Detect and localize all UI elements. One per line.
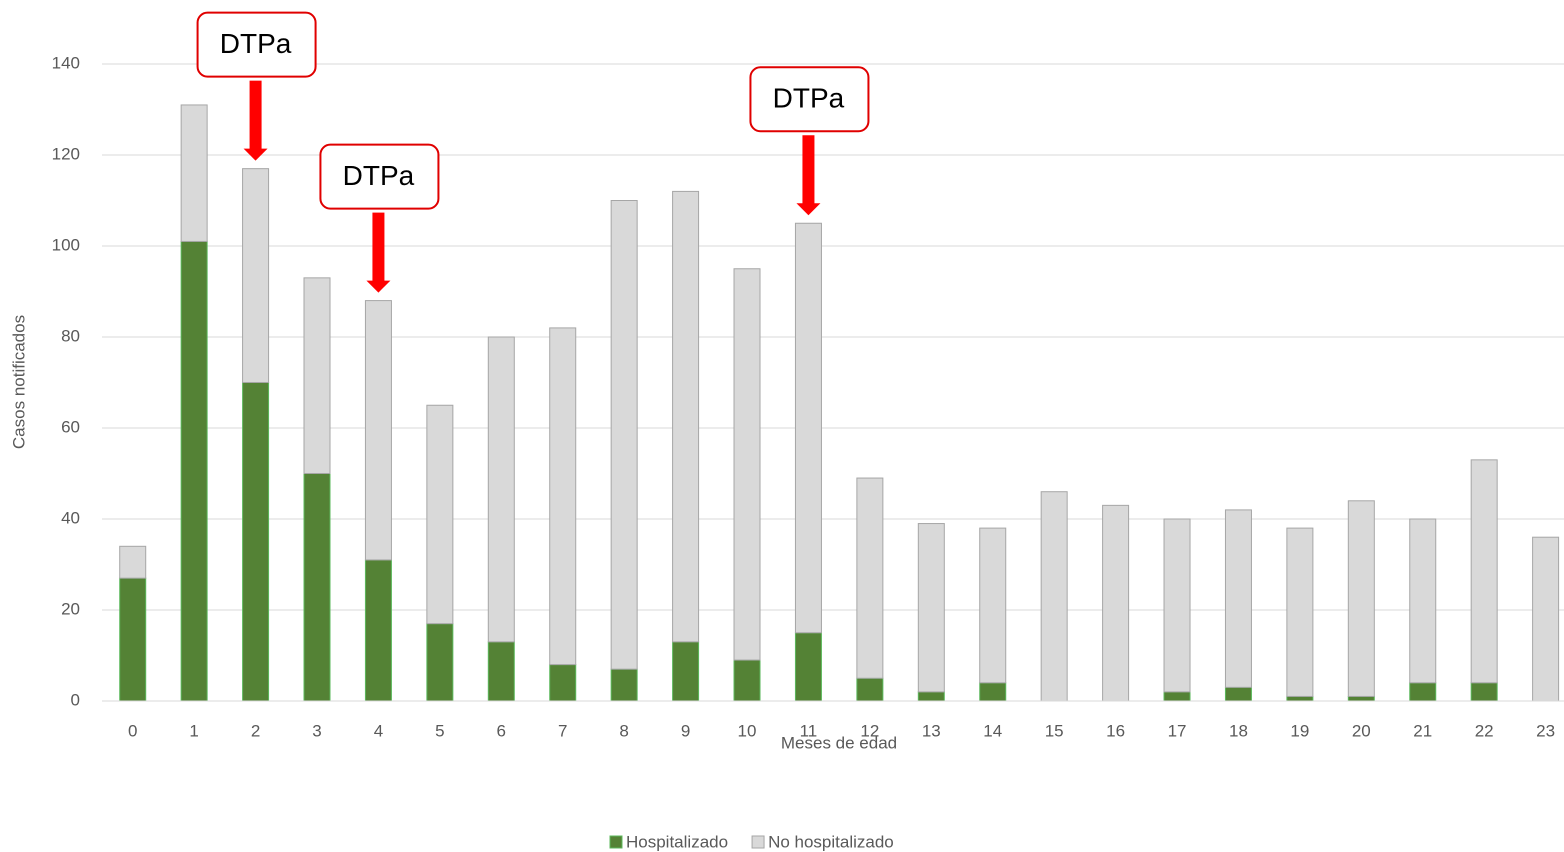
bar-segment xyxy=(610,668,638,702)
bar-segment xyxy=(1470,682,1498,702)
x-tick-label: 9 xyxy=(681,721,690,740)
bar-segment xyxy=(610,200,638,670)
bar-segment xyxy=(426,623,454,702)
x-tick-label: 6 xyxy=(497,721,506,740)
x-tick-label: 19 xyxy=(1290,721,1309,740)
bar-segment xyxy=(1409,518,1437,684)
bar-segment xyxy=(1102,504,1130,702)
y-tick-label: 40 xyxy=(61,508,80,527)
bar-segment xyxy=(1532,536,1560,702)
bar-segment xyxy=(303,277,331,474)
x-tick-label: 10 xyxy=(738,721,757,740)
bar-segment xyxy=(917,691,945,702)
annotation-text: DTPa xyxy=(343,160,415,191)
bar-segment xyxy=(733,268,761,661)
bar-segment xyxy=(979,682,1007,702)
bar-segment xyxy=(794,632,822,702)
x-tick-label: 21 xyxy=(1413,721,1432,740)
y-axis-label: Casos notificados xyxy=(9,315,28,449)
annotation-box xyxy=(749,66,870,133)
x-tick-label: 13 xyxy=(922,721,941,740)
bar-segment xyxy=(1163,518,1191,693)
bar-segment xyxy=(672,190,700,643)
annotation-arrow-head xyxy=(366,280,391,293)
bar-segment xyxy=(487,336,515,643)
bar-segment xyxy=(1224,509,1252,688)
y-tick-label: 120 xyxy=(52,144,80,163)
bar-segment xyxy=(856,477,884,679)
bar-segment xyxy=(917,523,945,693)
bar-segment xyxy=(672,641,700,702)
annotation-arrow-shaft xyxy=(802,135,815,206)
bar-segment xyxy=(180,240,208,702)
x-tick-label: 0 xyxy=(128,721,137,740)
x-tick-label: 15 xyxy=(1045,721,1064,740)
bar-segment xyxy=(426,404,454,625)
x-tick-label: 1 xyxy=(189,721,198,740)
bar-segment xyxy=(979,527,1007,684)
legend-swatch xyxy=(751,835,765,849)
x-tick-label: 12 xyxy=(860,721,879,740)
bar-segment xyxy=(303,473,331,702)
x-tick-label: 20 xyxy=(1352,721,1371,740)
y-tick-label: 60 xyxy=(61,417,80,436)
bar-segment xyxy=(364,559,392,702)
y-tick-label: 80 xyxy=(61,326,80,345)
legend-swatch xyxy=(609,835,623,849)
bar-segment xyxy=(1409,682,1437,702)
bar-segment xyxy=(1224,686,1252,702)
x-tick-label: 17 xyxy=(1168,721,1187,740)
bar-segment xyxy=(1040,491,1068,702)
bar-segment xyxy=(119,577,147,702)
bar-segment xyxy=(364,300,392,561)
bar-segment xyxy=(1163,691,1191,702)
x-axis-label: Meses de edad xyxy=(781,733,897,752)
bar-segment xyxy=(1347,695,1375,702)
bar-segment xyxy=(242,168,270,383)
annotation-box xyxy=(196,11,317,78)
annotation-text: DTPa xyxy=(773,83,845,114)
y-tick-label: 20 xyxy=(61,599,80,618)
bar-segment xyxy=(794,222,822,634)
bar-segment xyxy=(119,545,147,579)
annotation-box xyxy=(319,143,440,210)
bar-segment xyxy=(549,664,577,702)
x-tick-label: 18 xyxy=(1229,721,1248,740)
bar-segment xyxy=(549,327,577,666)
x-tick-label: 2 xyxy=(251,721,260,740)
legend-label: No hospitalizado xyxy=(768,832,894,851)
x-tick-label: 5 xyxy=(435,721,444,740)
x-tick-label: 8 xyxy=(619,721,628,740)
bar-segment xyxy=(1470,459,1498,684)
bar-segment xyxy=(487,641,515,702)
x-tick-label: 4 xyxy=(374,721,383,740)
annotation-arrow-shaft xyxy=(249,80,262,151)
x-tick-label: 7 xyxy=(558,721,567,740)
bar-segment xyxy=(180,104,208,242)
x-tick-label: 11 xyxy=(800,721,818,740)
x-tick-label: 16 xyxy=(1106,721,1125,740)
bar-segment xyxy=(242,382,270,702)
x-tick-label: 14 xyxy=(983,721,1002,740)
y-tick-label: 100 xyxy=(52,235,80,254)
x-tick-label: 22 xyxy=(1475,721,1494,740)
annotation-text: DTPa xyxy=(220,28,292,59)
annotation-arrow-head xyxy=(796,203,821,216)
y-tick-label: 0 xyxy=(71,690,80,709)
x-tick-label: 23 xyxy=(1536,721,1555,740)
x-tick-label: 3 xyxy=(312,721,321,740)
bar-segment xyxy=(1347,500,1375,697)
bar-segment xyxy=(1286,695,1314,702)
annotation-arrow-head xyxy=(243,148,268,161)
annotation-arrow-shaft xyxy=(372,212,385,283)
bar-segment xyxy=(733,659,761,702)
legend-label: Hospitalizado xyxy=(626,832,728,851)
y-tick-label: 140 xyxy=(52,53,80,72)
bar-segment xyxy=(856,677,884,702)
bar-segment xyxy=(1286,527,1314,697)
